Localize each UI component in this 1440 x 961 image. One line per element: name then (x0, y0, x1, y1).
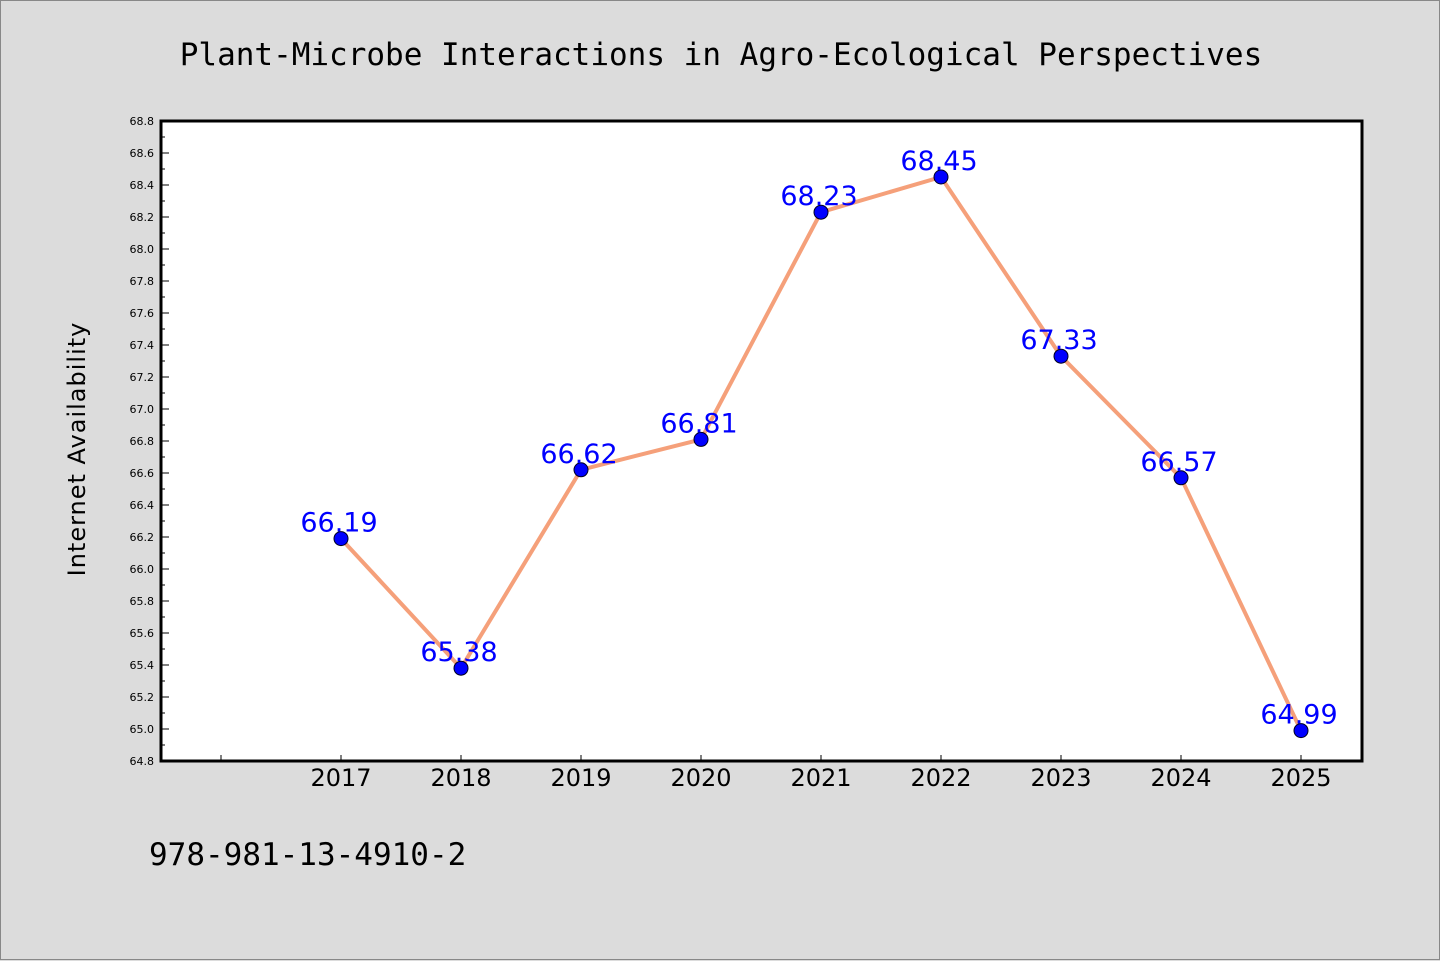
y-tick-label: 68.6 (130, 147, 155, 160)
data-point (453, 660, 469, 676)
x-tick-label: 2017 (310, 764, 371, 792)
data-label: 65.38 (420, 637, 497, 668)
y-tick-label: 67.6 (130, 307, 155, 320)
x-tick-label: 2019 (550, 764, 611, 792)
x-tick-label: 2020 (670, 764, 731, 792)
data-label: 66.57 (1140, 447, 1217, 478)
data-point (1173, 470, 1189, 486)
y-tick-label: 66.0 (130, 563, 155, 576)
y-tick-label: 65.6 (130, 627, 155, 640)
data-point (1053, 348, 1069, 364)
series-layer: 66.19 65.38 66.62 66.81 68.23 68.45 67.33 66.57… (300, 146, 1338, 739)
y-tick-label: 66.8 (130, 435, 155, 448)
y-tick-label: 66.4 (130, 499, 155, 512)
data-label: 66.62 (540, 439, 617, 470)
x-tick-label: 2023 (1030, 764, 1091, 792)
y-tick-label: 65.2 (130, 691, 155, 704)
data-label: 66.19 (300, 508, 377, 539)
y-tick-label: 67.0 (130, 403, 155, 416)
y-tick-label: 67.2 (130, 371, 155, 384)
x-tick-label: 2024 (1150, 764, 1211, 792)
data-label: 68.45 (900, 146, 977, 177)
y-tick-label: 68.0 (130, 243, 155, 256)
y-tick-label: 64.8 (130, 755, 155, 768)
plot-border (159, 119, 1364, 763)
y-axis-label: Internet Availability (63, 322, 91, 577)
data-label: 67.33 (1020, 325, 1097, 356)
y-tick-label: 65.8 (130, 595, 155, 608)
data-point (333, 531, 349, 547)
y-tick-label: 66.2 (130, 531, 155, 544)
x-tick-label: 2022 (910, 764, 971, 792)
y-tick-label: 66.6 (130, 467, 155, 480)
y-tick-label: 68.2 (130, 211, 155, 224)
x-tick-label: 2025 (1270, 764, 1331, 792)
data-label: 68.23 (780, 181, 857, 212)
y-tick-label: 65.4 (130, 659, 155, 672)
data-point (693, 431, 709, 447)
x-tick-label: 2021 (790, 764, 851, 792)
y-tick-label: 65.0 (130, 723, 155, 736)
isbn-text: 978-981-13-4910-2 (149, 837, 466, 873)
data-label: 64.99 (1260, 700, 1337, 731)
x-tick-label: 2018 (430, 764, 491, 792)
x-axis: 2017 2018 2019 2020 2021 2022 2023 2024 2025 (220, 755, 1332, 792)
y-tick-label: 67.8 (130, 275, 155, 288)
data-label: 66.81 (660, 408, 737, 439)
y-tick-label: 68.4 (130, 179, 155, 192)
plot-area (161, 121, 1362, 761)
data-point (933, 169, 949, 185)
y-tick-label: 68.8 (130, 115, 155, 128)
data-point (813, 204, 829, 220)
y-axis: 64.8 65.0 65.2 65.4 65.6 65.8 66.0 66.2 66.4 66.6… (130, 115, 169, 768)
y-tick-label: 67.4 (130, 339, 155, 352)
chart-title: Plant-Microbe Interactions in Agro-Ecolo… (180, 37, 1263, 73)
data-point (573, 462, 589, 478)
data-point (1293, 723, 1309, 739)
